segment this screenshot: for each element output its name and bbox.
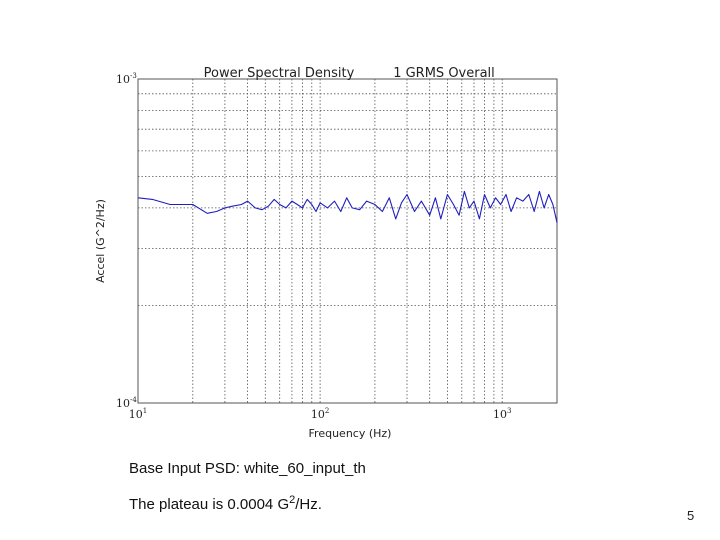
- x-tick-exponent: 1: [143, 407, 147, 415]
- page-number: 5: [687, 508, 695, 523]
- caption-line-2: The plateau is 0.0004 G2/Hz.: [129, 494, 322, 513]
- y-tick-label: 10-3: [116, 72, 137, 86]
- y-tick-base: 10: [116, 73, 130, 86]
- x-tick-label: 103: [493, 407, 511, 421]
- y-tick-base: 10: [116, 397, 130, 410]
- x-tick-base: 10: [129, 408, 143, 421]
- caption-plateau-text: The plateau is 0.0004 G: [129, 496, 290, 513]
- y-tick-exponent: -4: [130, 396, 137, 404]
- y-tick-label: 10-4: [116, 396, 137, 410]
- plot-frame: [137, 78, 558, 404]
- x-tick-label: 101: [129, 407, 147, 421]
- x-axis-label: Frequency (Hz): [309, 427, 392, 440]
- y-tick-labels: 10-410-3: [116, 72, 137, 410]
- x-tick-exponent: 3: [507, 407, 511, 415]
- chart-title-left: Power Spectral Density: [204, 66, 355, 81]
- caption-line-1: Base Input PSD: white_60_input_th: [129, 460, 366, 477]
- x-tick-labels: 101 102 103: [129, 407, 512, 421]
- x-tick-base: 10: [493, 408, 507, 421]
- x-tick-base: 10: [311, 408, 325, 421]
- y-tick-exponent: -3: [130, 72, 137, 80]
- y-axis-label: Accel (G^2/Hz): [94, 199, 107, 283]
- series-line: [137, 190, 558, 223]
- chart-series-group: [137, 190, 558, 223]
- caption-plateau-exponent: 2: [289, 494, 296, 506]
- x-tick-exponent: 2: [325, 407, 329, 415]
- chart-grid: [138, 79, 557, 403]
- caption-plateau-unit: /Hz.: [295, 496, 322, 513]
- chart-title-right: 1 GRMS Overall: [393, 66, 495, 81]
- x-tick-label: 102: [311, 407, 329, 421]
